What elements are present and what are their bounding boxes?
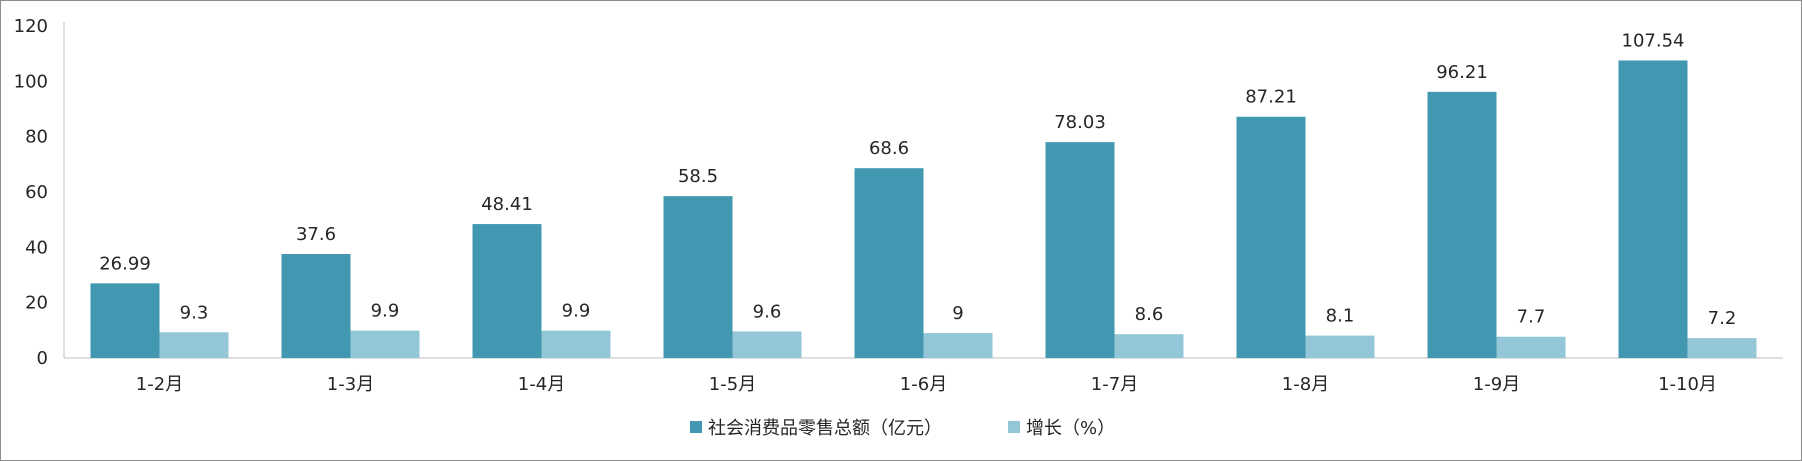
x-tick-label: 1-6月 bbox=[900, 374, 947, 395]
data-label: 9.9 bbox=[562, 301, 591, 322]
data-label: 7.2 bbox=[1708, 308, 1737, 329]
y-tick-label: 60 bbox=[25, 182, 48, 203]
bar-retail-total bbox=[472, 224, 542, 358]
bar-growth bbox=[732, 331, 802, 358]
y-axis: 0 20 40 60 80 100 120 bbox=[14, 16, 65, 369]
data-label: 9.3 bbox=[180, 302, 209, 323]
x-axis: 1-2月 1-3月 1-4月 1-5月 1-6月 1-7月 1-8月 1-9月 1-10月 bbox=[64, 357, 1783, 395]
data-label: 37.6 bbox=[296, 224, 336, 245]
bar-retail-total bbox=[281, 253, 351, 358]
bar-retail-total bbox=[90, 283, 160, 358]
bar-growth bbox=[1305, 335, 1375, 358]
y-tick-label: 0 bbox=[37, 348, 48, 369]
data-label: 78.03 bbox=[1054, 112, 1106, 133]
bar-growth bbox=[1687, 338, 1757, 358]
x-tick-label: 1-2月 bbox=[136, 374, 183, 395]
data-labels: 26.99 37.6 48.41 58.5 68.6 78.03 87.21 96.21 107… bbox=[99, 30, 1736, 329]
x-tick-label: 1-8月 bbox=[1282, 374, 1329, 395]
data-label: 96.21 bbox=[1436, 62, 1488, 83]
x-tick-label: 1-3月 bbox=[327, 374, 374, 395]
data-label: 8.6 bbox=[1135, 304, 1164, 325]
data-label: 58.5 bbox=[678, 166, 718, 187]
x-tick-label: 1-10月 bbox=[1658, 374, 1717, 395]
data-label: 9.9 bbox=[371, 301, 400, 322]
bar-retail-total bbox=[1236, 116, 1306, 359]
bar-growth bbox=[1496, 336, 1566, 358]
bar-growth bbox=[159, 332, 229, 358]
x-tick-label: 1-7月 bbox=[1091, 374, 1138, 395]
legend-label: 社会消费品零售总额（亿元） bbox=[708, 418, 942, 439]
bars bbox=[90, 60, 1757, 359]
y-tick-label: 100 bbox=[14, 71, 48, 92]
legend-swatch bbox=[690, 421, 702, 433]
data-label: 9.6 bbox=[753, 301, 782, 322]
legend: 社会消费品零售总额（亿元） 增长（%） bbox=[690, 418, 1115, 439]
data-label: 87.21 bbox=[1245, 87, 1297, 108]
x-tick-label: 1-5月 bbox=[709, 374, 756, 395]
data-label: 68.6 bbox=[869, 138, 909, 159]
data-label: 48.41 bbox=[481, 194, 533, 215]
y-tick-label: 40 bbox=[25, 237, 48, 258]
bar-retail-total bbox=[1045, 142, 1115, 358]
data-label: 9 bbox=[952, 303, 963, 324]
data-label: 7.7 bbox=[1517, 307, 1546, 328]
x-tick-label: 1-4月 bbox=[518, 374, 565, 395]
bar-growth bbox=[541, 330, 611, 358]
y-tick-label: 80 bbox=[25, 127, 48, 148]
bar-retail-total bbox=[1618, 60, 1688, 359]
bar-retail-total bbox=[854, 168, 924, 358]
data-label: 8.1 bbox=[1326, 306, 1355, 327]
y-tick-label: 20 bbox=[25, 293, 48, 314]
bar-growth bbox=[1114, 334, 1184, 358]
bar-retail-total bbox=[1427, 91, 1497, 358]
legend-swatch bbox=[1008, 421, 1020, 433]
y-tick-label: 120 bbox=[14, 16, 48, 37]
data-label: 107.54 bbox=[1622, 30, 1685, 51]
bar-retail-total bbox=[663, 196, 733, 358]
bar-growth bbox=[350, 330, 420, 358]
x-tick-label: 1-9月 bbox=[1473, 374, 1520, 395]
data-label: 26.99 bbox=[99, 253, 151, 274]
bar-growth bbox=[923, 333, 993, 358]
legend-label: 增长（%） bbox=[1026, 418, 1115, 439]
